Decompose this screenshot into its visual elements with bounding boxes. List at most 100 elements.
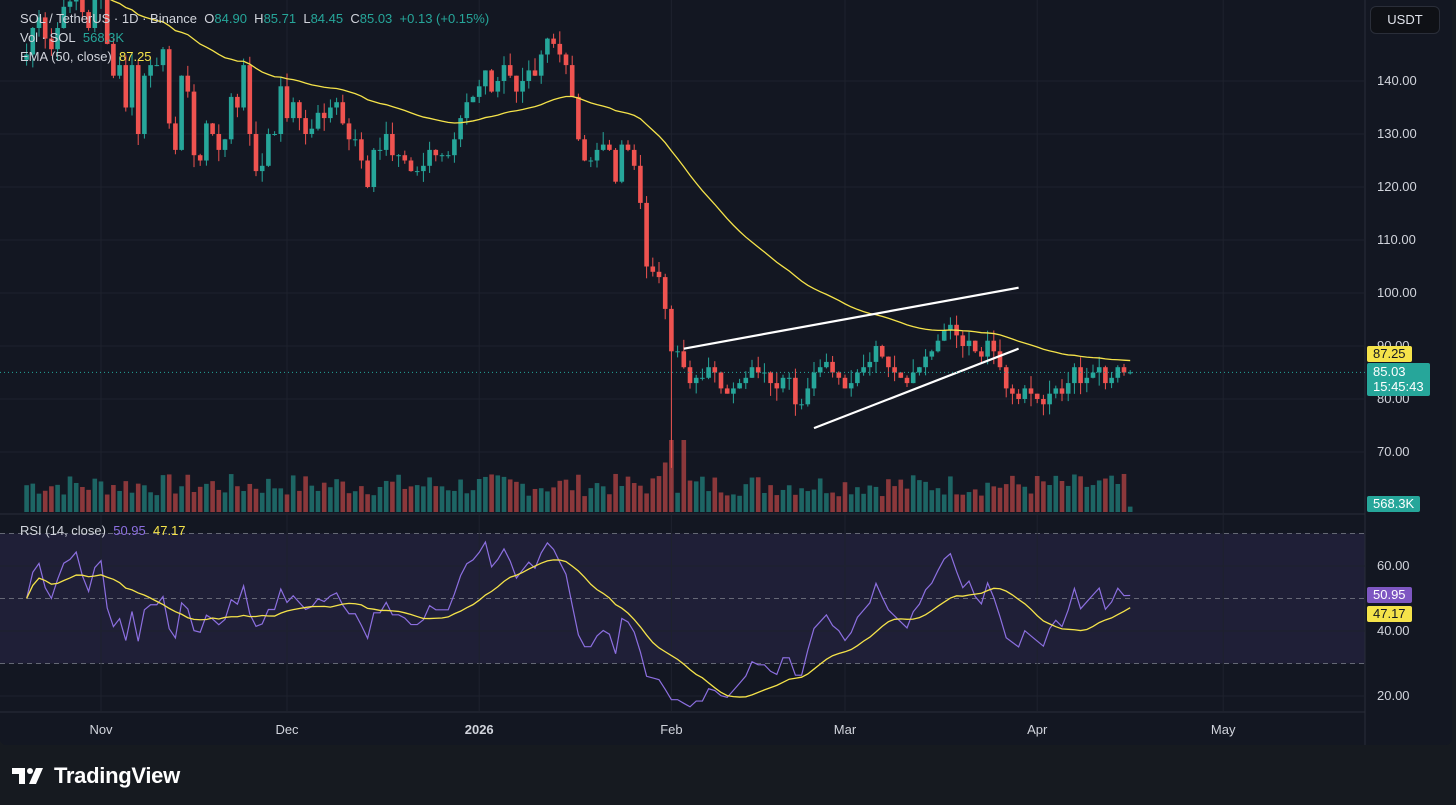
candle-body <box>123 65 129 108</box>
volume-bar <box>538 488 544 512</box>
volume-bar <box>222 492 228 512</box>
rsi-ma-tag: 47.17 <box>1367 606 1412 622</box>
candle-body <box>557 43 563 55</box>
volume-bar <box>731 494 736 512</box>
candle-body <box>935 340 941 352</box>
volume-bar <box>842 482 848 512</box>
volume-bar <box>873 486 879 512</box>
candle-body <box>303 118 308 134</box>
chart-area[interactable]: 140.00130.00120.00110.00100.0090.0080.00… <box>0 0 1452 745</box>
volume-bar <box>173 493 178 512</box>
candle-body <box>148 65 153 76</box>
volume-bar <box>718 492 724 512</box>
volume-bar <box>545 491 550 512</box>
volume-bar <box>129 492 135 512</box>
symbol-label[interactable]: SOL / TetherUS · 1D · Binance <box>20 11 198 26</box>
rsi-tick-label: 40.00 <box>1377 623 1410 638</box>
price-tick-label: 100.00 <box>1377 285 1417 300</box>
candle-body <box>631 149 637 166</box>
candle-body <box>929 351 935 357</box>
volume-bar <box>1022 486 1028 512</box>
volume-bar <box>712 477 718 512</box>
low-label: L <box>303 11 311 26</box>
volume-bar <box>1121 473 1127 512</box>
chart-canvas[interactable]: 140.00130.00120.00110.00100.0090.0080.00… <box>0 0 1452 745</box>
candle-body <box>278 86 284 134</box>
volume-bar <box>346 493 352 512</box>
volume-bar <box>830 492 835 512</box>
candle-body <box>774 383 780 389</box>
candle-body <box>92 0 98 28</box>
ema-legend[interactable]: EMA (50, close) 87.25 <box>20 49 152 64</box>
volume-bar <box>67 476 73 512</box>
rsi-legend[interactable]: RSI (14, close) 50.95 47.17 <box>20 523 186 538</box>
volume-bar <box>966 492 972 512</box>
volume-bar <box>1084 486 1090 512</box>
volume-bar <box>737 495 742 512</box>
candle-body <box>830 361 835 373</box>
candle-body <box>36 17 42 28</box>
volume-bar <box>638 485 643 512</box>
volume-bar <box>427 477 432 512</box>
volume-bar <box>724 495 730 512</box>
candle-body <box>315 112 321 129</box>
volume-bar <box>600 486 606 512</box>
volume-bar <box>501 476 507 512</box>
volume-bar <box>309 485 315 512</box>
candle-body <box>811 372 817 389</box>
volume-bar <box>1059 480 1065 512</box>
candle-body <box>55 28 60 50</box>
candle-body <box>111 43 116 76</box>
rsi-ma-value: 47.17 <box>153 523 186 538</box>
volume-bar <box>507 479 513 512</box>
volume-bar <box>24 485 29 512</box>
volume-bar <box>303 476 308 512</box>
volume-bar <box>36 493 42 512</box>
candle-body <box>42 17 48 39</box>
candle-body <box>160 49 166 66</box>
candle-body <box>402 155 408 161</box>
candle-body <box>607 144 612 150</box>
ema-label: EMA (50, close) <box>20 49 112 64</box>
volume-bar <box>799 488 804 512</box>
change-value: +0.13 (+0.15%) <box>399 11 490 26</box>
candle-body <box>793 377 798 405</box>
volume-bar <box>30 483 36 512</box>
volume-bar <box>154 495 160 512</box>
candle-body <box>191 91 197 156</box>
candle-body <box>359 139 364 161</box>
volume-bar <box>495 475 501 512</box>
trendline[interactable] <box>683 286 1019 350</box>
candle-body <box>30 28 36 55</box>
volume-bar <box>328 487 333 512</box>
open-label: O <box>204 11 215 26</box>
volume-legend[interactable]: Vol · SOL 568.3K <box>20 30 124 45</box>
currency-button[interactable]: USDT <box>1370 6 1440 34</box>
candle-body <box>470 96 476 103</box>
candle-body <box>117 65 122 76</box>
volume-bar <box>284 494 290 512</box>
candle-body <box>365 160 370 187</box>
candle-body <box>1010 388 1015 394</box>
candle-body <box>514 75 519 92</box>
volume-bar <box>104 494 110 512</box>
candle-body <box>768 372 773 384</box>
rsi-label: RSI (14, close) <box>20 523 106 538</box>
candle-body <box>669 308 674 352</box>
rsi-tick-label: 20.00 <box>1377 688 1410 703</box>
volume-bar <box>247 483 253 512</box>
volume-bar <box>749 477 755 512</box>
volume-bar <box>1072 474 1077 512</box>
volume-bar <box>470 490 476 512</box>
tradingview-logo[interactable]: TradingView <box>12 763 180 789</box>
time-tick-label: May <box>1211 722 1236 737</box>
time-tick-label: Apr <box>1027 722 1048 737</box>
volume-bar <box>755 477 761 512</box>
volume-bar <box>855 487 860 512</box>
trendline[interactable] <box>813 347 1019 430</box>
candle-body <box>390 134 395 156</box>
volume-bar <box>123 481 129 512</box>
volume-bar <box>166 474 172 512</box>
volume-bar <box>1109 475 1114 512</box>
volume-bar <box>879 496 885 512</box>
